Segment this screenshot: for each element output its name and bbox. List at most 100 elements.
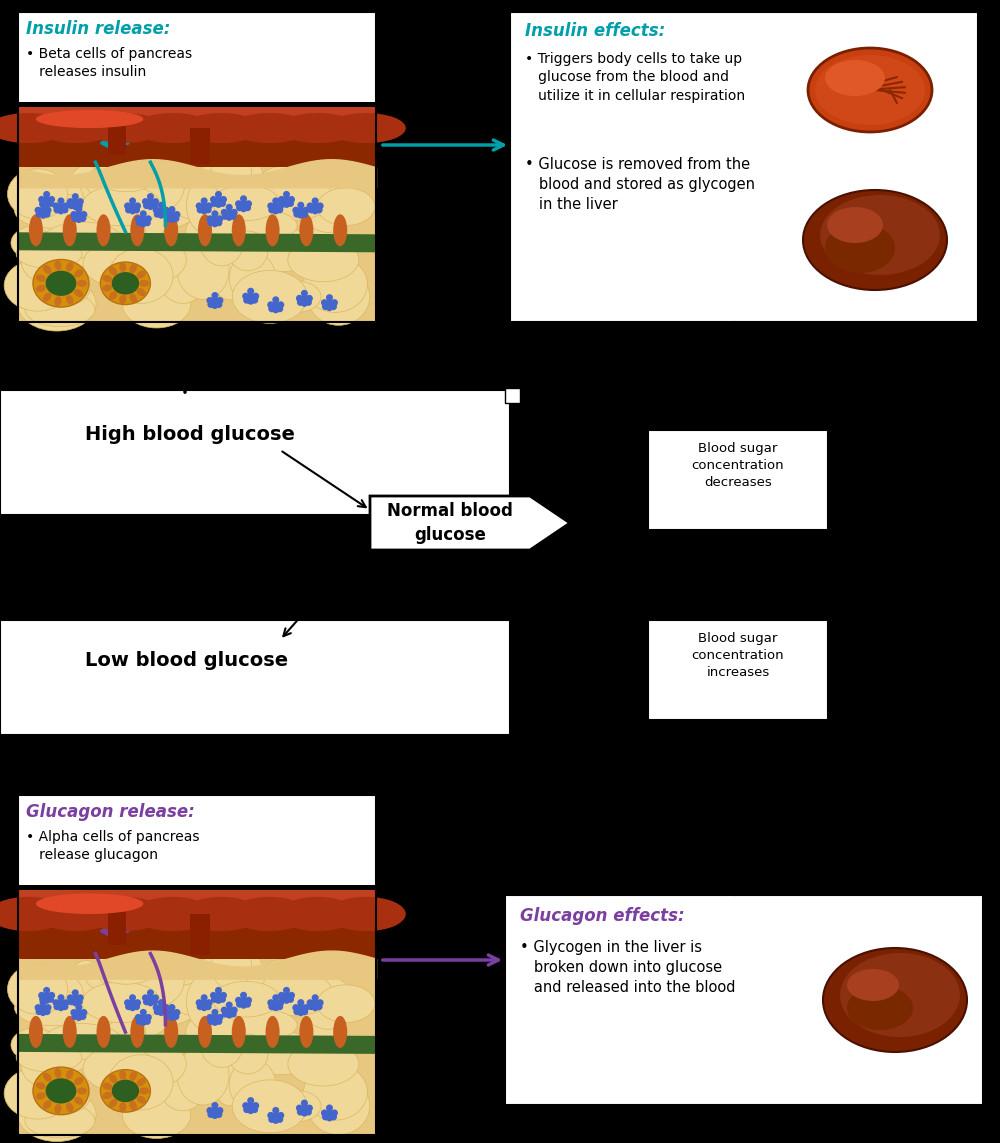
Ellipse shape <box>277 1112 284 1119</box>
Ellipse shape <box>226 209 233 216</box>
Ellipse shape <box>242 1102 249 1109</box>
Ellipse shape <box>75 1009 82 1016</box>
Ellipse shape <box>36 1008 43 1015</box>
Ellipse shape <box>72 198 79 205</box>
Ellipse shape <box>68 202 75 209</box>
Ellipse shape <box>283 986 290 994</box>
Ellipse shape <box>94 242 144 287</box>
Ellipse shape <box>142 994 149 1001</box>
Bar <box>18 107 376 167</box>
Ellipse shape <box>306 295 313 302</box>
Ellipse shape <box>39 996 46 1002</box>
Ellipse shape <box>45 179 83 218</box>
Ellipse shape <box>211 210 218 217</box>
Ellipse shape <box>210 195 217 203</box>
Ellipse shape <box>201 999 208 1006</box>
Ellipse shape <box>333 1016 347 1048</box>
Ellipse shape <box>279 996 286 1002</box>
Ellipse shape <box>72 203 79 210</box>
Ellipse shape <box>301 1008 308 1015</box>
Text: • Glucose is removed from the
   blood and stored as glycogen
   in the liver: • Glucose is removed from the blood and … <box>525 157 755 211</box>
Ellipse shape <box>43 1024 122 1060</box>
Ellipse shape <box>251 297 258 304</box>
Ellipse shape <box>160 1066 205 1111</box>
Ellipse shape <box>283 997 290 1004</box>
Ellipse shape <box>18 1088 96 1142</box>
Ellipse shape <box>220 209 297 242</box>
Ellipse shape <box>173 1009 180 1016</box>
Ellipse shape <box>252 293 259 299</box>
Ellipse shape <box>4 1068 71 1119</box>
Ellipse shape <box>272 1005 279 1012</box>
Ellipse shape <box>168 1004 175 1012</box>
Ellipse shape <box>226 214 233 221</box>
Bar <box>18 11 376 102</box>
Ellipse shape <box>215 191 222 198</box>
Bar <box>510 11 978 322</box>
Ellipse shape <box>815 55 925 125</box>
Bar <box>108 125 126 155</box>
Ellipse shape <box>164 214 178 246</box>
Ellipse shape <box>158 999 165 1006</box>
Ellipse shape <box>288 195 295 203</box>
Ellipse shape <box>301 295 308 302</box>
Ellipse shape <box>122 281 191 328</box>
Ellipse shape <box>133 897 213 932</box>
Ellipse shape <box>232 214 246 246</box>
Ellipse shape <box>147 203 154 210</box>
Ellipse shape <box>75 206 82 213</box>
Ellipse shape <box>164 1016 178 1048</box>
Ellipse shape <box>119 295 126 304</box>
Text: • Beta cells of pancreas
   releases insulin: • Beta cells of pancreas releases insuli… <box>26 47 192 79</box>
Ellipse shape <box>220 992 227 999</box>
Ellipse shape <box>33 259 89 307</box>
Bar <box>18 890 376 921</box>
Ellipse shape <box>129 198 136 205</box>
Ellipse shape <box>85 897 164 932</box>
Ellipse shape <box>109 291 117 299</box>
Ellipse shape <box>211 941 252 990</box>
Ellipse shape <box>215 997 222 1004</box>
Ellipse shape <box>129 994 136 1001</box>
Ellipse shape <box>72 990 79 997</box>
Ellipse shape <box>72 999 79 1006</box>
Ellipse shape <box>108 1055 173 1110</box>
Ellipse shape <box>68 998 75 1006</box>
Ellipse shape <box>221 209 228 216</box>
Ellipse shape <box>211 1018 218 1026</box>
Ellipse shape <box>276 305 283 312</box>
Ellipse shape <box>61 1004 68 1010</box>
Ellipse shape <box>308 207 315 214</box>
Ellipse shape <box>70 1009 77 1016</box>
Ellipse shape <box>231 1007 238 1014</box>
Ellipse shape <box>312 994 319 1001</box>
Ellipse shape <box>215 219 222 226</box>
Ellipse shape <box>296 1104 303 1111</box>
Ellipse shape <box>211 302 218 309</box>
Ellipse shape <box>278 195 285 203</box>
Ellipse shape <box>169 983 233 1016</box>
Ellipse shape <box>36 1082 46 1089</box>
Ellipse shape <box>108 248 173 303</box>
Ellipse shape <box>326 897 406 932</box>
Ellipse shape <box>66 262 73 272</box>
Ellipse shape <box>147 990 154 997</box>
Ellipse shape <box>102 991 170 1039</box>
Ellipse shape <box>158 207 165 214</box>
Ellipse shape <box>186 1016 223 1047</box>
Ellipse shape <box>247 1108 254 1114</box>
Ellipse shape <box>74 1097 83 1105</box>
Ellipse shape <box>137 1078 146 1086</box>
Ellipse shape <box>289 243 339 273</box>
Ellipse shape <box>283 195 290 203</box>
Ellipse shape <box>71 215 78 222</box>
Ellipse shape <box>236 1001 243 1008</box>
Ellipse shape <box>207 1111 214 1118</box>
Ellipse shape <box>129 264 137 273</box>
Ellipse shape <box>40 211 47 218</box>
Polygon shape <box>18 232 376 253</box>
Ellipse shape <box>72 994 79 1001</box>
Ellipse shape <box>278 113 357 143</box>
Text: Low blood glucose: Low blood glucose <box>85 650 288 670</box>
Ellipse shape <box>152 198 159 205</box>
